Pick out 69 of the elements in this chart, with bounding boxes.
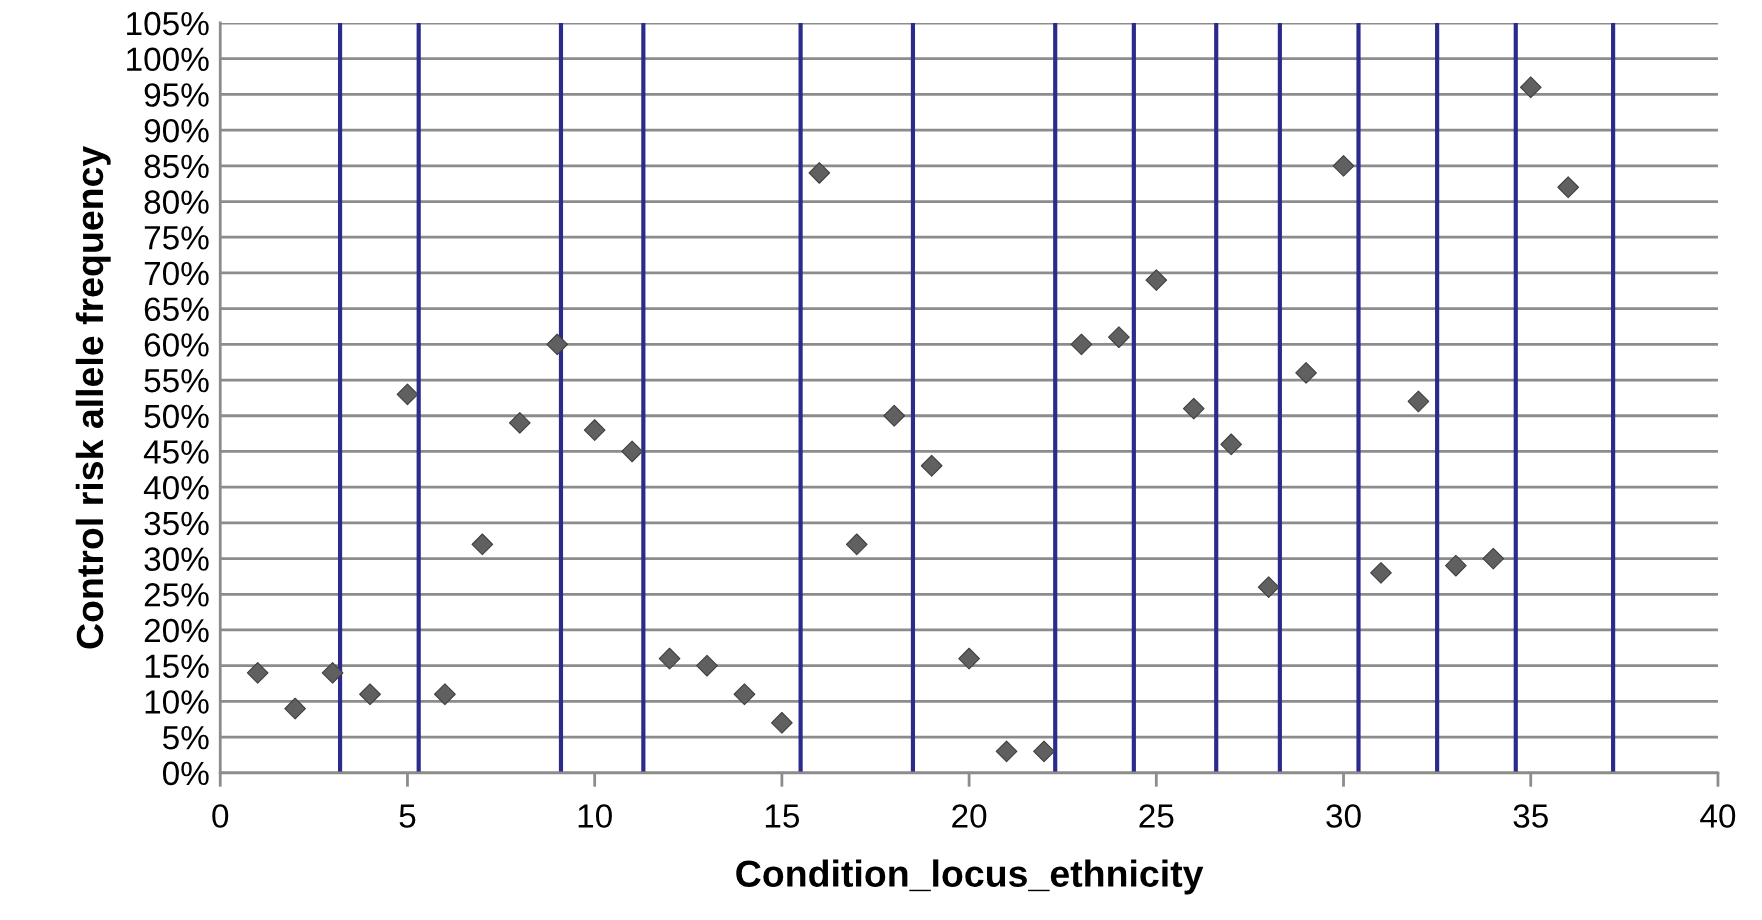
x-tick-label: 30: [1326, 804, 1361, 828]
x-tick-label: 25: [1139, 804, 1174, 828]
y-tick-label: 20%: [144, 618, 209, 643]
y-tick-label: 55%: [144, 369, 209, 393]
y-tick-label: 95%: [144, 83, 209, 107]
y-tick-label: 65%: [144, 297, 209, 322]
x-tick-label: 10: [578, 804, 612, 828]
point: [845, 533, 868, 556]
y-tick-label: 10%: [145, 690, 209, 714]
point: [434, 683, 456, 706]
point: [359, 683, 381, 706]
y-tick-label: 70%: [144, 261, 209, 286]
point: [1070, 333, 1093, 356]
y-tick-label: 85%: [144, 154, 209, 179]
y-tick-label: 15%: [145, 654, 209, 679]
y-axis-title: Control risk allele frequency: [75, 145, 111, 649]
x-axis-title: Condition_locus_ethnicity: [736, 859, 1204, 895]
y-tick-label: 100%: [127, 47, 209, 72]
y-tick-label: 35%: [144, 511, 209, 536]
y-tick-label: 30%: [144, 547, 209, 571]
point: [1444, 554, 1467, 577]
point: [246, 661, 269, 684]
x-tick-label: 20: [952, 804, 987, 828]
point: [1557, 176, 1580, 199]
y-tick-label: 75%: [144, 226, 209, 250]
point: [771, 711, 793, 734]
point: [1257, 576, 1280, 598]
point: [508, 412, 531, 434]
point: [1108, 326, 1130, 349]
point: [658, 647, 681, 670]
point: [1519, 76, 1542, 99]
point: [1332, 154, 1355, 177]
point: [808, 162, 831, 184]
point: [1370, 561, 1392, 584]
y-tick-label: 5%: [162, 726, 209, 750]
y-tick-label: 90%: [144, 118, 209, 143]
point: [583, 419, 606, 441]
point: [883, 404, 906, 427]
point: [621, 440, 643, 463]
x-tick-label: 40: [1700, 804, 1736, 828]
point: [471, 533, 494, 556]
point: [995, 740, 1018, 763]
point: [396, 383, 419, 406]
point: [284, 697, 306, 720]
y-tick-label: 50%: [144, 404, 209, 429]
y-tick-label: 40%: [143, 475, 209, 500]
point: [1145, 269, 1168, 291]
y-tick-label: 80%: [144, 190, 209, 214]
point: [920, 454, 943, 477]
point: [546, 333, 569, 356]
point: [1407, 390, 1430, 413]
point: [733, 683, 756, 706]
y-tick-label: 25%: [144, 583, 209, 607]
point: [958, 647, 980, 670]
y-tick-label: 0%: [162, 761, 209, 786]
x-tick-label: 15: [765, 804, 800, 828]
point: [1033, 740, 1055, 763]
x-tick-label: 5: [399, 804, 416, 828]
y-tick-label: 105%: [127, 11, 209, 36]
point: [1182, 397, 1205, 420]
point: [321, 661, 344, 684]
point: [1482, 547, 1505, 570]
y-tick-label: 45%: [143, 440, 209, 464]
point: [696, 654, 718, 677]
point: [1220, 433, 1243, 456]
y-tick-label: 60%: [144, 333, 209, 357]
x-tick-label: 0: [212, 804, 229, 828]
x-tick-label: 35: [1513, 804, 1548, 828]
point: [1295, 362, 1317, 384]
